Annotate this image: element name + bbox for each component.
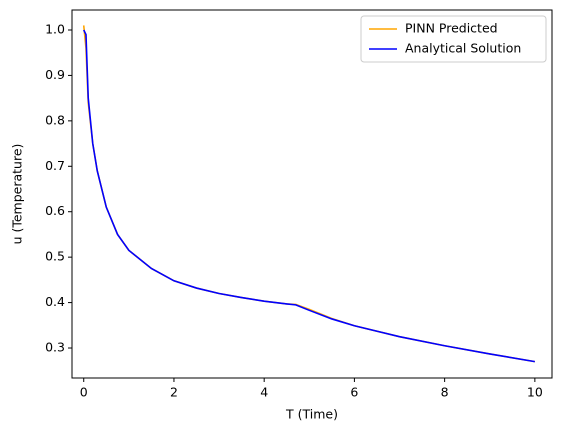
x-tick-label: 2 (170, 385, 178, 400)
axes-frame (71, 9, 553, 379)
legend-label: PINN Predicted (405, 21, 498, 36)
x-tick-label: 10 (527, 385, 543, 400)
y-axis-label: u (Temperature) (10, 144, 25, 245)
series-line (83, 29, 535, 363)
y-tick-label: 0.5 (45, 249, 65, 264)
x-tick-label: 8 (441, 385, 449, 400)
y-tick-label: 0.6 (45, 203, 65, 218)
legend-label: Analytical Solution (405, 41, 521, 56)
y-tick-label: 0.3 (45, 340, 65, 355)
x-tick-label: 6 (350, 385, 358, 400)
x-axis-label: T (Time) (285, 407, 338, 422)
y-tick-label: 0.7 (45, 158, 65, 173)
legend-box (360, 15, 547, 63)
series-line (82, 25, 535, 363)
y-tick-label: 0.4 (45, 294, 65, 309)
y-tick-label: 0.9 (45, 67, 65, 82)
y-tick-label: 0.8 (45, 112, 65, 127)
x-tick-label: 0 (80, 385, 88, 400)
x-tick-label: 4 (260, 385, 268, 400)
y-tick-label: 1.0 (45, 21, 65, 36)
